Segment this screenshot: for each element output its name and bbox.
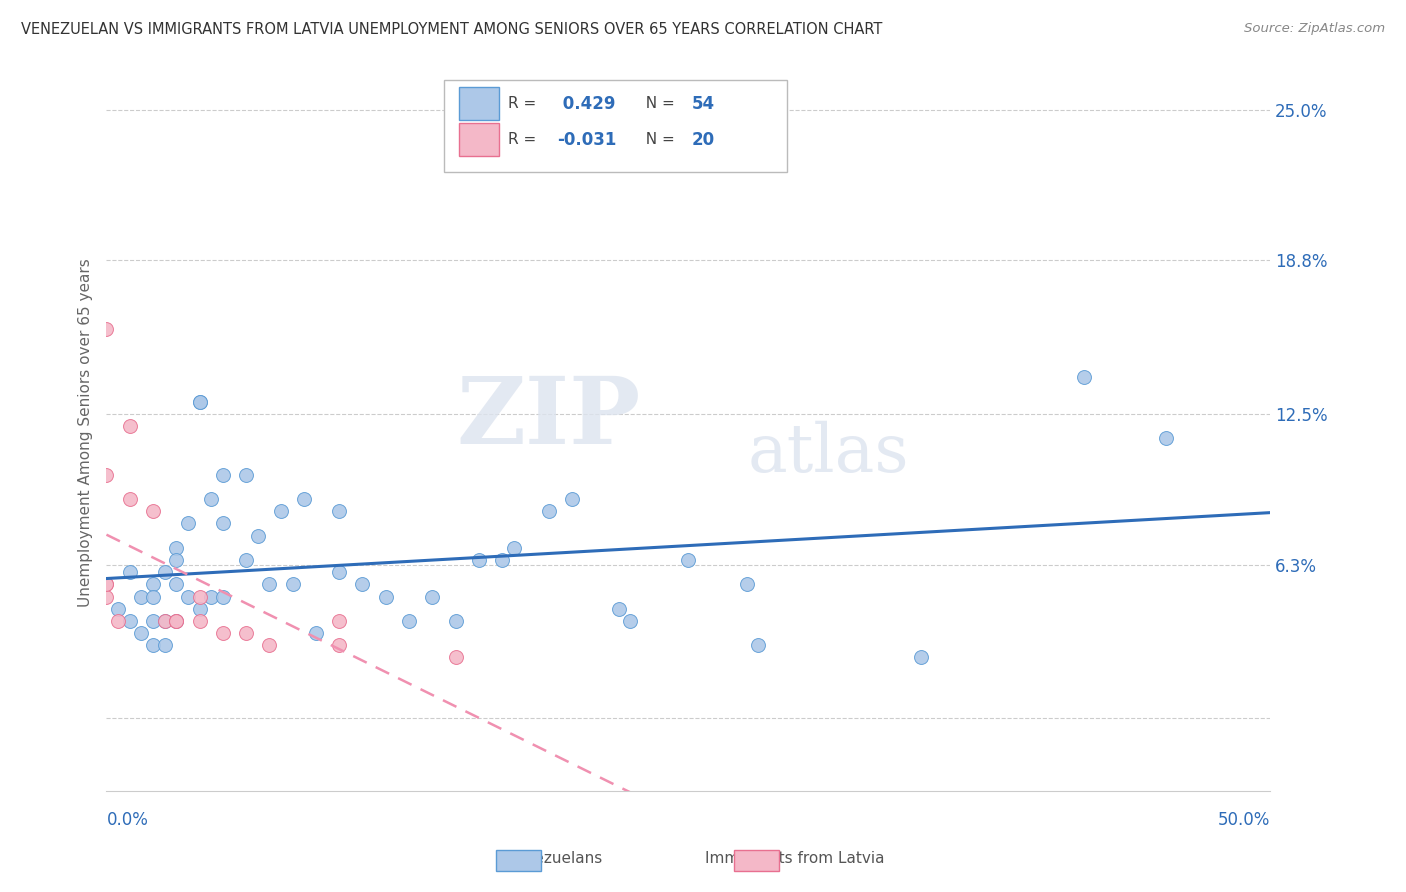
Point [747,638,769,652]
Point [735,577,758,591]
Point [305,626,328,640]
Point [118,565,141,579]
Point [1154,431,1177,445]
Point [374,590,396,604]
Point [177,590,200,604]
Point [444,614,467,628]
Point [188,601,211,615]
Text: 54: 54 [692,95,716,113]
Text: N =: N = [636,132,679,147]
Text: 0.0%: 0.0% [107,811,149,829]
Text: Venezuelans: Venezuelans [508,851,603,865]
Text: Source: ZipAtlas.com: Source: ZipAtlas.com [1244,22,1385,36]
Point [420,590,443,604]
Point [188,614,211,628]
Point [491,553,513,567]
Text: R =: R = [508,132,541,147]
Point [211,516,233,531]
Text: N =: N = [636,96,679,112]
Point [259,638,281,652]
Point [131,626,153,640]
Text: 50.0%: 50.0% [1218,811,1270,829]
Point [235,626,257,640]
Text: -0.031: -0.031 [557,131,616,149]
FancyBboxPatch shape [460,87,499,120]
Text: 0.429: 0.429 [557,95,616,113]
Point [200,590,222,604]
Point [153,638,176,652]
Point [328,638,350,652]
Point [142,638,165,652]
Point [398,614,420,628]
Point [259,577,281,591]
Point [96,590,118,604]
Text: ZIP: ZIP [457,373,641,463]
Point [153,614,176,628]
Point [910,650,932,665]
Text: VENEZUELAN VS IMMIGRANTS FROM LATVIA UNEMPLOYMENT AMONG SENIORS OVER 65 YEARS CO: VENEZUELAN VS IMMIGRANTS FROM LATVIA UNE… [21,22,883,37]
Point [235,467,257,482]
Point [270,504,292,518]
Point [561,492,583,507]
Point [142,504,165,518]
Point [292,492,315,507]
Point [281,577,304,591]
FancyBboxPatch shape [460,123,499,156]
Point [1073,370,1095,384]
Point [96,321,118,335]
Point [211,626,233,640]
Point [235,553,257,567]
Point [118,419,141,434]
Point [118,614,141,628]
Point [678,553,700,567]
Point [328,565,350,579]
Point [165,614,187,628]
Point [188,590,211,604]
Point [211,467,233,482]
Point [165,614,187,628]
Point [165,541,187,555]
Point [188,394,211,409]
Point [328,614,350,628]
FancyBboxPatch shape [444,80,787,172]
Point [142,577,165,591]
Point [142,614,165,628]
Point [607,601,630,615]
Point [96,467,118,482]
Point [177,516,200,531]
Text: Immigrants from Latvia: Immigrants from Latvia [704,851,884,865]
Point [96,577,118,591]
Point [118,492,141,507]
Point [537,504,560,518]
Point [188,394,211,409]
Point [328,504,350,518]
Text: R =: R = [508,96,541,112]
Point [444,650,467,665]
Point [153,565,176,579]
Point [96,577,118,591]
Point [352,577,374,591]
Point [107,601,129,615]
Text: 20: 20 [692,131,716,149]
Point [200,492,222,507]
Y-axis label: Unemployment Among Seniors over 65 years: Unemployment Among Seniors over 65 years [79,258,93,607]
Point [211,590,233,604]
Point [165,614,187,628]
Point [107,614,129,628]
Point [165,577,187,591]
Point [142,590,165,604]
Point [246,528,269,542]
Text: atlas: atlas [747,421,908,486]
Point [153,614,176,628]
Point [468,553,491,567]
Point [131,590,153,604]
Point [502,541,524,555]
Point [619,614,641,628]
Point [165,553,187,567]
